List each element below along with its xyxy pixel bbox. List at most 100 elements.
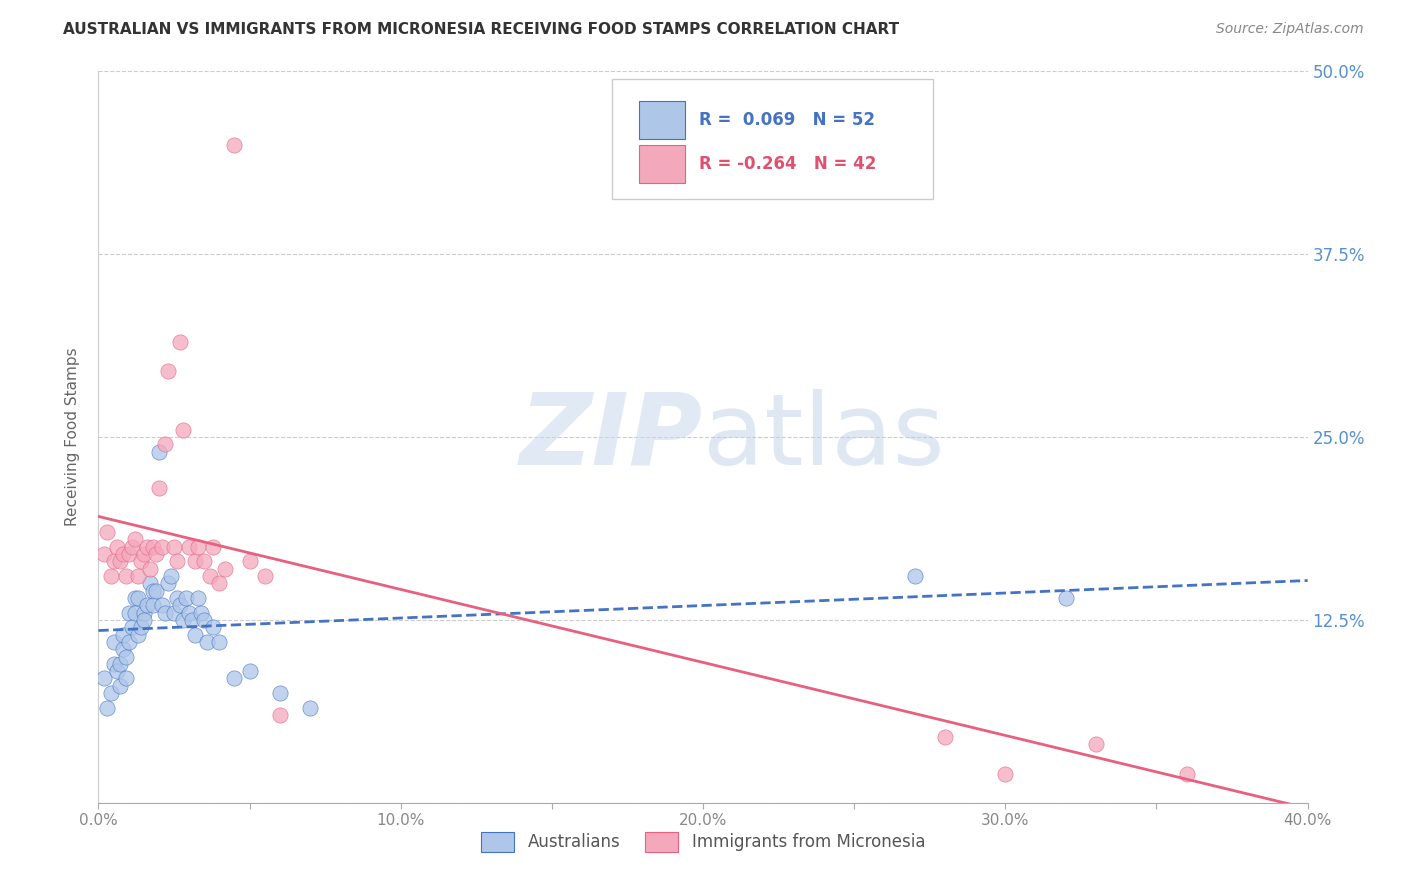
Point: [132, 547, 155, 561]
Point: [239, 664, 262, 678]
Point: [111, 547, 134, 561]
Point: [269, 686, 291, 700]
Point: [269, 708, 291, 723]
Point: [114, 649, 136, 664]
Point: [208, 635, 231, 649]
Point: [202, 540, 225, 554]
Point: [114, 672, 136, 686]
Point: [124, 591, 146, 605]
Point: [994, 766, 1017, 780]
Point: [142, 540, 165, 554]
Point: [163, 606, 186, 620]
Point: [105, 540, 128, 554]
Point: [172, 613, 194, 627]
Point: [142, 583, 165, 598]
Point: [174, 591, 197, 605]
Point: [93, 547, 115, 561]
Point: [153, 437, 176, 451]
Point: [193, 613, 215, 627]
Point: [96, 700, 118, 714]
Point: [1085, 737, 1108, 751]
Point: [132, 606, 155, 620]
Point: [163, 540, 186, 554]
Point: [93, 672, 115, 686]
Point: [153, 606, 176, 620]
Point: [103, 635, 125, 649]
Point: [118, 547, 141, 561]
Point: [187, 591, 209, 605]
Point: [139, 562, 162, 576]
Point: [166, 591, 188, 605]
Point: [124, 533, 146, 547]
Point: [195, 635, 218, 649]
FancyBboxPatch shape: [638, 145, 685, 183]
Point: [150, 540, 173, 554]
Point: [114, 569, 136, 583]
Point: [1175, 766, 1198, 780]
Point: [169, 334, 191, 349]
Y-axis label: Receiving Food Stamps: Receiving Food Stamps: [65, 348, 80, 526]
Point: [105, 664, 128, 678]
Text: AUSTRALIAN VS IMMIGRANTS FROM MICRONESIA RECEIVING FOOD STAMPS CORRELATION CHART: AUSTRALIAN VS IMMIGRANTS FROM MICRONESIA…: [63, 22, 900, 37]
Point: [127, 591, 149, 605]
Point: [111, 627, 134, 641]
Point: [100, 569, 122, 583]
Point: [179, 606, 201, 620]
Point: [135, 599, 157, 613]
Text: R =  0.069   N = 52: R = 0.069 N = 52: [699, 112, 876, 129]
Point: [224, 672, 246, 686]
Point: [100, 686, 122, 700]
Point: [96, 525, 118, 540]
Point: [111, 642, 134, 657]
Point: [208, 576, 231, 591]
Point: [127, 627, 149, 641]
Text: Source: ZipAtlas.com: Source: ZipAtlas.com: [1216, 22, 1364, 37]
Point: [118, 635, 141, 649]
Point: [1054, 591, 1077, 605]
Text: R = -0.264   N = 42: R = -0.264 N = 42: [699, 155, 877, 173]
Point: [108, 657, 131, 671]
Point: [124, 606, 146, 620]
Point: [253, 569, 276, 583]
Point: [904, 569, 927, 583]
Point: [148, 444, 170, 458]
Point: [129, 554, 152, 568]
Point: [179, 540, 201, 554]
Text: atlas: atlas: [703, 389, 945, 485]
Point: [108, 554, 131, 568]
Point: [184, 627, 207, 641]
Point: [142, 599, 165, 613]
Point: [172, 423, 194, 437]
Point: [214, 562, 236, 576]
Point: [127, 569, 149, 583]
Point: [156, 364, 179, 378]
Point: [145, 547, 167, 561]
Point: [103, 657, 125, 671]
Point: [129, 620, 152, 634]
Legend: Australians, Immigrants from Micronesia: Australians, Immigrants from Micronesia: [472, 823, 934, 860]
Point: [224, 137, 246, 152]
Point: [135, 540, 157, 554]
Point: [169, 599, 191, 613]
Point: [103, 554, 125, 568]
Point: [184, 554, 207, 568]
Point: [200, 569, 222, 583]
Point: [193, 554, 215, 568]
Point: [150, 599, 173, 613]
Point: [187, 540, 209, 554]
Point: [118, 606, 141, 620]
Point: [156, 576, 179, 591]
FancyBboxPatch shape: [613, 78, 932, 200]
Point: [121, 620, 143, 634]
Point: [202, 620, 225, 634]
Point: [121, 540, 143, 554]
Point: [139, 576, 162, 591]
Point: [160, 569, 183, 583]
Point: [108, 679, 131, 693]
Text: ZIP: ZIP: [520, 389, 703, 485]
Point: [299, 700, 322, 714]
Point: [934, 730, 956, 744]
FancyBboxPatch shape: [638, 102, 685, 139]
Point: [148, 481, 170, 495]
Point: [239, 554, 262, 568]
